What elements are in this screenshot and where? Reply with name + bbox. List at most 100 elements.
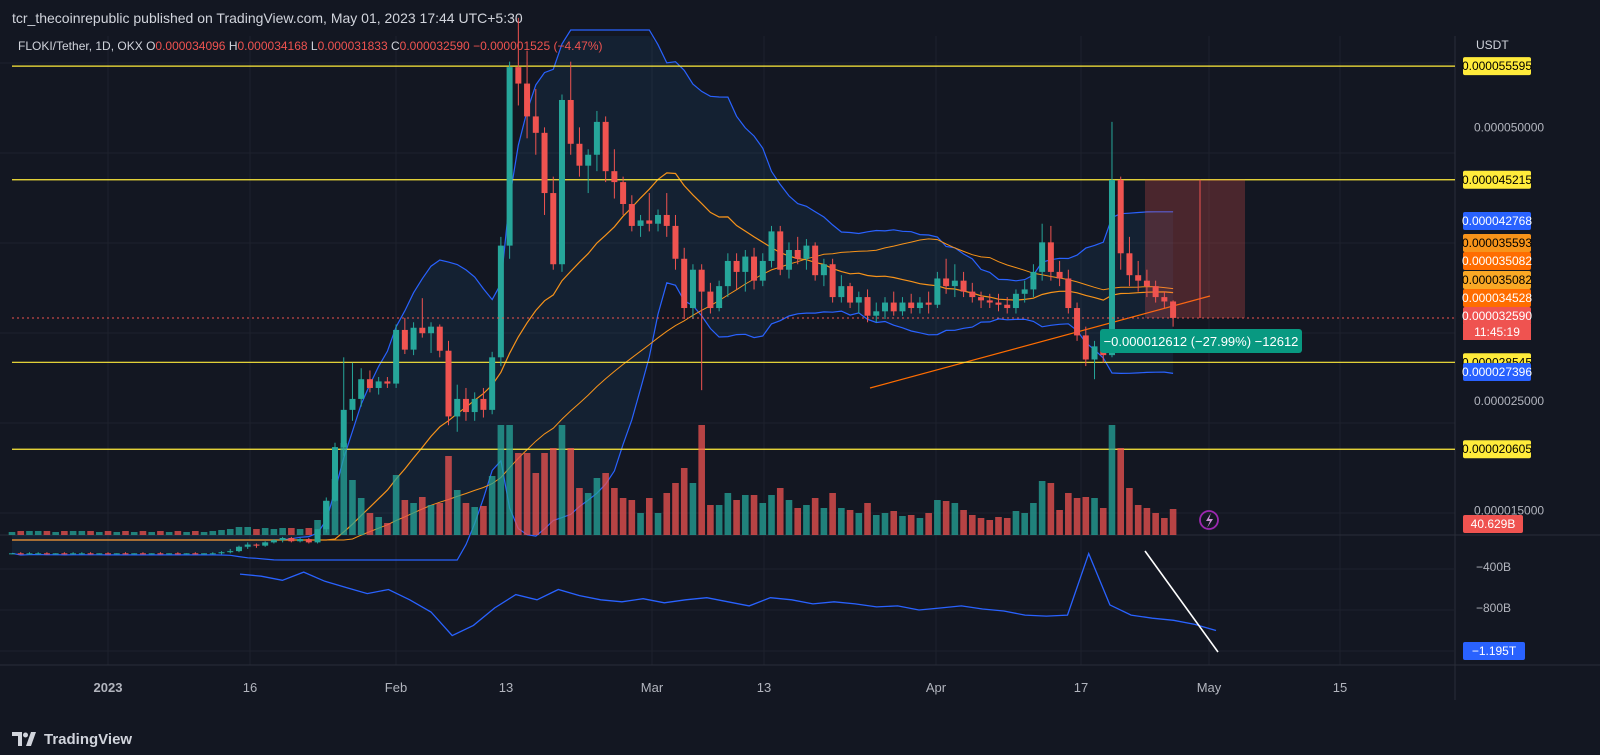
level-label-bg bbox=[1463, 170, 1531, 189]
candle-body bbox=[838, 286, 845, 298]
volume-bar bbox=[637, 513, 644, 535]
time-tick-label: 17 bbox=[1074, 680, 1088, 695]
level-label: 0.000055595 bbox=[1462, 59, 1532, 73]
candle-body bbox=[1170, 301, 1177, 318]
candle-body bbox=[375, 381, 382, 388]
candle-body bbox=[829, 264, 836, 298]
publisher-header: tcr_thecoinrepublic published on Trading… bbox=[0, 0, 1600, 36]
volume-bar bbox=[707, 505, 714, 535]
candle-body bbox=[576, 143, 583, 166]
candle-body bbox=[515, 67, 522, 84]
volume-bar bbox=[951, 503, 959, 535]
candle-body bbox=[489, 357, 496, 410]
level-label-bg bbox=[1463, 57, 1531, 76]
candle-body bbox=[454, 398, 461, 417]
volume-bar bbox=[532, 473, 540, 535]
time-tick-label: 16 bbox=[243, 680, 257, 695]
tradingview-brand: TradingView bbox=[44, 730, 133, 748]
candle-body bbox=[1126, 253, 1133, 276]
candle-body bbox=[1074, 308, 1081, 336]
legend-l-label: L bbox=[311, 39, 318, 53]
legend-h-label: H bbox=[229, 39, 238, 53]
price-tick-label: 0.000015000 bbox=[1474, 504, 1544, 518]
candle-body bbox=[689, 269, 696, 309]
candle-body bbox=[1021, 289, 1028, 294]
candle-body bbox=[349, 398, 356, 410]
time-tick-label: Feb bbox=[385, 680, 407, 695]
measure-box bbox=[1145, 179, 1245, 318]
volume-bar bbox=[1108, 425, 1116, 535]
volume-bar bbox=[872, 515, 880, 535]
time-tick-label: 13 bbox=[757, 680, 771, 695]
candle-body bbox=[358, 379, 365, 399]
tradingview-logo-icon bbox=[12, 732, 36, 746]
tradingview-logo[interactable]: TradingView bbox=[12, 731, 132, 748]
volume-bar bbox=[829, 493, 836, 535]
countdown-bg bbox=[1463, 324, 1531, 340]
candle-body bbox=[270, 540, 277, 543]
legend-change: −0.000001525 (−4.47%) bbox=[473, 39, 602, 53]
volume-bar bbox=[392, 475, 400, 535]
volume-bar bbox=[445, 456, 452, 535]
measure-label-bg bbox=[1100, 329, 1302, 353]
candle-body bbox=[113, 553, 120, 555]
volume-bar bbox=[226, 529, 234, 535]
candle-body bbox=[384, 381, 391, 384]
candle-body bbox=[314, 529, 321, 543]
candle-body bbox=[480, 398, 487, 410]
volume-bar bbox=[672, 483, 679, 535]
candle-body bbox=[890, 302, 897, 312]
candle-body bbox=[847, 286, 854, 303]
volume-bar bbox=[942, 501, 950, 535]
price-label: 0.000035082 bbox=[1462, 254, 1532, 268]
obv-tick-label: −400B bbox=[1476, 560, 1511, 574]
volume-bar bbox=[619, 498, 627, 535]
candle-body bbox=[131, 553, 138, 555]
volume-bar bbox=[174, 531, 182, 535]
candle-body bbox=[960, 280, 967, 292]
candle-body bbox=[1012, 293, 1019, 309]
level-label: 0.000020605 bbox=[1462, 442, 1532, 456]
level-label: 0.000045215 bbox=[1462, 173, 1532, 187]
candle-body bbox=[916, 302, 923, 309]
volume-bar bbox=[165, 532, 173, 535]
volume-bar bbox=[384, 523, 391, 535]
volume-bar bbox=[1161, 518, 1168, 535]
legend-c-label: C bbox=[391, 39, 400, 53]
volume-bar bbox=[576, 488, 583, 535]
candle-body bbox=[611, 171, 618, 183]
volume-bar bbox=[934, 500, 941, 535]
volume-bar bbox=[1012, 511, 1020, 535]
price-label-bg bbox=[1463, 252, 1531, 270]
candle-body bbox=[218, 552, 225, 554]
volume-bar bbox=[969, 515, 976, 535]
candle-body bbox=[70, 553, 77, 555]
lightning-icon-bolt bbox=[1206, 513, 1213, 528]
candle-body bbox=[506, 67, 513, 246]
price-label-bg bbox=[1463, 363, 1531, 381]
candle-body bbox=[332, 447, 339, 501]
candle-body bbox=[87, 553, 94, 555]
candle-body bbox=[1082, 335, 1089, 360]
volume-bar bbox=[104, 531, 112, 535]
candle-body bbox=[593, 121, 600, 155]
volume-bar bbox=[899, 516, 906, 535]
candle-body bbox=[768, 231, 775, 261]
candle-body bbox=[174, 553, 181, 555]
candle-body bbox=[864, 297, 871, 316]
candle-body bbox=[1161, 297, 1168, 302]
volume-bar bbox=[785, 500, 793, 535]
candle-body bbox=[253, 544, 260, 546]
volume-bar bbox=[855, 513, 863, 535]
candle-body bbox=[646, 220, 653, 224]
volume-bar bbox=[1038, 481, 1046, 535]
volume-bar bbox=[1152, 513, 1159, 535]
volume-bar bbox=[1021, 513, 1028, 535]
candle-body bbox=[820, 264, 827, 276]
price-label-bg bbox=[1463, 234, 1531, 252]
ohlc-legend[interactable]: FLOKI/Tether, 1D, OKX O0.000034096 H0.00… bbox=[18, 39, 603, 53]
candle-body bbox=[785, 250, 792, 270]
candle-body bbox=[532, 116, 539, 133]
time-tick-label: 15 bbox=[1333, 680, 1347, 695]
